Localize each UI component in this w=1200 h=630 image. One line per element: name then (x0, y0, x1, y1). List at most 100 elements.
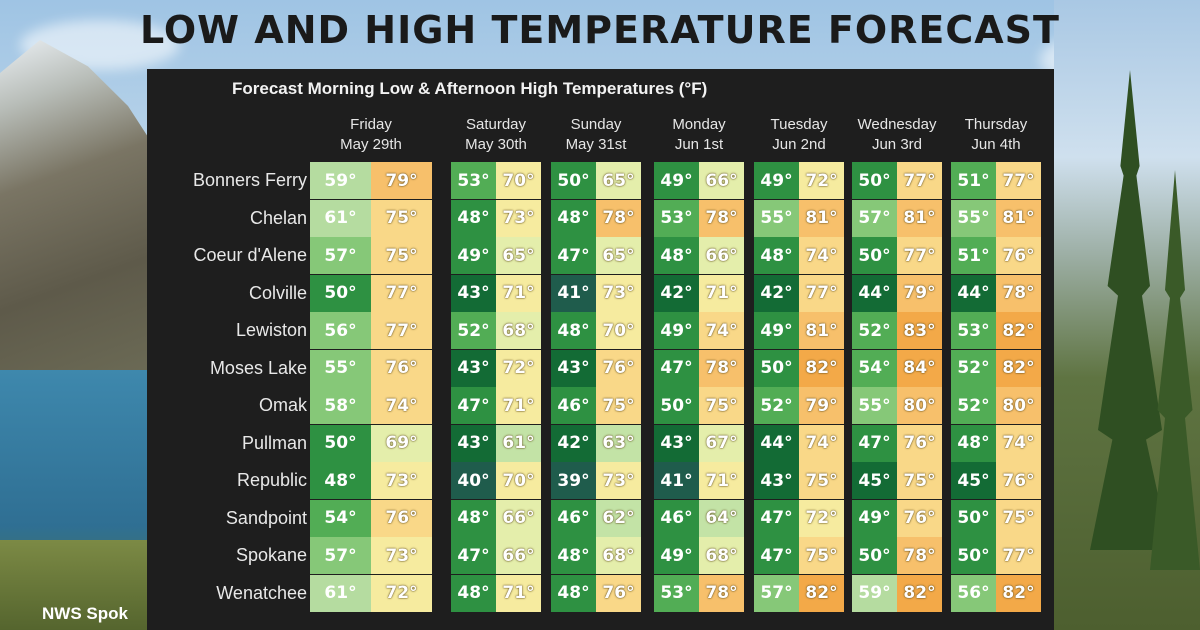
high-temp-cell: 79° (799, 387, 844, 424)
high-temp-cell: 73° (371, 537, 432, 574)
low-temp-cell: 49° (754, 162, 799, 199)
low-temp-cell: 50° (951, 499, 996, 537)
low-temp-cell: 49° (451, 237, 496, 274)
low-temp-cell: 46° (654, 499, 699, 537)
day-date: Jun 2nd (772, 136, 826, 153)
low-temp-cell: 50° (754, 349, 799, 387)
high-temp-cell: 74° (799, 237, 844, 274)
low-temp-cell: 61° (310, 574, 371, 612)
day-header: Friday May 29th (311, 115, 431, 155)
high-temp-cell: 82° (996, 349, 1041, 387)
city-label: Colville (248, 282, 307, 303)
day-date: Jun 4th (971, 136, 1021, 153)
high-temp-cell: 83° (897, 312, 942, 349)
high-temp-cell: 76° (596, 574, 641, 612)
high-temp-cell: 78° (699, 349, 744, 387)
low-temp-cell: 47° (551, 237, 596, 274)
low-temp-cell: 49° (654, 537, 699, 574)
high-temp-cell: 78° (596, 199, 641, 237)
low-temp-cell: 45° (951, 462, 996, 499)
high-temp-cell: 71° (699, 274, 744, 312)
high-temp-cell: 74° (996, 424, 1041, 462)
low-temp-cell: 48° (951, 424, 996, 462)
high-temp-cell: 75° (371, 199, 432, 237)
low-temp-cell: 50° (551, 162, 596, 199)
high-temp-cell: 68° (596, 537, 641, 574)
low-temp-cell: 55° (852, 387, 897, 424)
low-temp-cell: 57° (852, 199, 897, 237)
high-temp-cell: 77° (371, 312, 432, 349)
high-temp-cell: 71° (496, 274, 541, 312)
chart-title: Forecast Morning Low & Afternoon High Te… (232, 79, 708, 98)
low-temp-cell: 43° (451, 424, 496, 462)
low-temp-cell: 43° (551, 349, 596, 387)
high-temp-cell: 65° (496, 237, 541, 274)
low-temp-cell: 45° (852, 462, 897, 499)
high-temp-cell: 74° (371, 387, 432, 424)
low-temp-cell: 43° (654, 424, 699, 462)
high-temp-cell: 75° (699, 387, 744, 424)
day-header: Tuesday Jun 2nd (739, 115, 859, 155)
low-temp-cell: 48° (754, 237, 799, 274)
low-temp-cell: 42° (654, 274, 699, 312)
low-temp-cell: 56° (310, 312, 371, 349)
high-temp-cell: 76° (897, 499, 942, 537)
high-temp-cell: 71° (496, 574, 541, 612)
high-temp-cell: 81° (996, 199, 1041, 237)
high-temp-cell: 75° (897, 462, 942, 499)
high-temp-cell: 75° (799, 462, 844, 499)
high-temp-cell: 77° (996, 537, 1041, 574)
low-temp-cell: 55° (310, 349, 371, 387)
high-temp-cell: 78° (996, 274, 1041, 312)
day-date: May 30th (465, 136, 527, 153)
low-temp-cell: 58° (310, 387, 371, 424)
high-temp-cell: 81° (799, 199, 844, 237)
high-temp-cell: 73° (596, 462, 641, 499)
high-temp-cell: 80° (897, 387, 942, 424)
high-temp-cell: 66° (699, 162, 744, 199)
high-temp-cell: 65° (596, 162, 641, 199)
high-temp-cell: 76° (596, 349, 641, 387)
day-date: May 29th (340, 136, 402, 153)
low-temp-cell: 41° (654, 462, 699, 499)
low-temp-cell: 52° (852, 312, 897, 349)
low-temp-cell: 50° (310, 274, 371, 312)
high-temp-cell: 76° (371, 499, 432, 537)
day-date: May 31st (565, 136, 627, 153)
low-temp-cell: 53° (451, 162, 496, 199)
low-temp-cell: 50° (654, 387, 699, 424)
high-temp-cell: 82° (799, 574, 844, 612)
low-temp-cell: 57° (310, 237, 371, 274)
city-label: Spokane (235, 545, 307, 565)
low-temp-cell: 43° (451, 349, 496, 387)
high-temp-cell: 72° (496, 349, 541, 387)
low-temp-cell: 40° (451, 462, 496, 499)
low-temp-cell: 50° (852, 162, 897, 199)
low-temp-cell: 49° (754, 312, 799, 349)
low-temp-cell: 48° (310, 462, 371, 499)
city-label: Chelan (249, 207, 307, 228)
footer-credit: NWS Spok (42, 604, 128, 623)
day-date: Jun 3rd (871, 136, 923, 153)
city-label: Bonners Ferry (192, 170, 307, 190)
low-temp-cell: 61° (310, 199, 371, 237)
low-temp-cell: 51° (951, 162, 996, 199)
low-temp-cell: 59° (310, 162, 371, 199)
high-temp-cell: 76° (897, 424, 942, 462)
high-temp-cell: 82° (897, 574, 942, 612)
low-temp-cell: 54° (852, 349, 897, 387)
forecast-table-panel: Forecast Morning Low & Afternoon High Te… (147, 69, 1054, 630)
high-temp-cell: 71° (699, 462, 744, 499)
high-temp-cell: 65° (596, 237, 641, 274)
high-temp-cell: 72° (371, 574, 432, 612)
low-temp-cell: 50° (951, 537, 996, 574)
day-header: Thursday Jun 4th (936, 115, 1056, 155)
low-temp-cell: 52° (951, 349, 996, 387)
low-temp-cell: 52° (754, 387, 799, 424)
low-temp-cell: 48° (551, 199, 596, 237)
high-temp-cell: 66° (496, 499, 541, 537)
city-label: Wenatchee (216, 582, 307, 603)
high-temp-cell: 82° (996, 312, 1041, 349)
low-temp-cell: 50° (852, 537, 897, 574)
high-temp-cell: 74° (799, 424, 844, 462)
